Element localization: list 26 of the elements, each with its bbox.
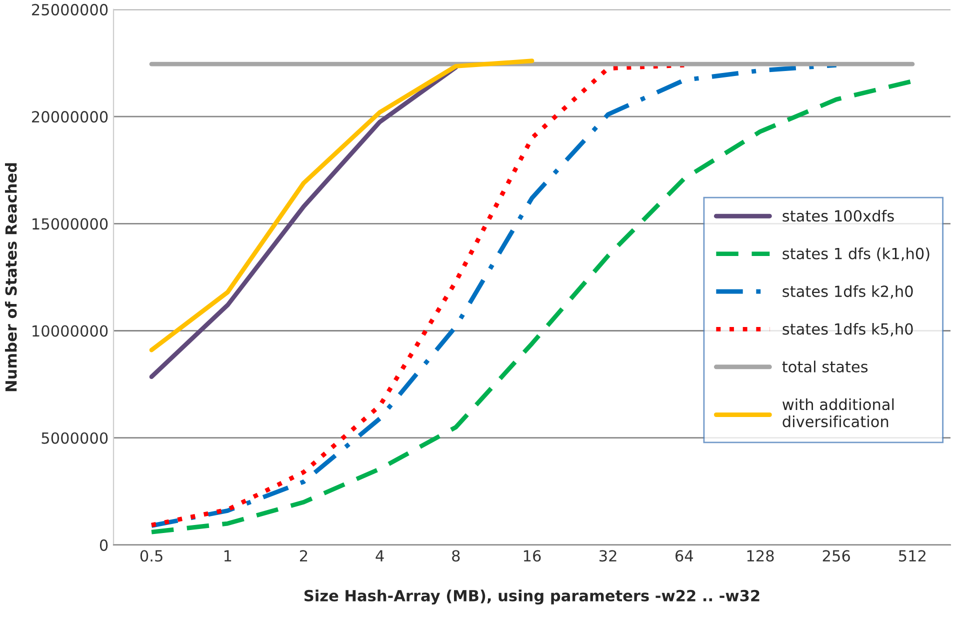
y-tick-label: 0: [100, 539, 108, 551]
x-tick-label: 1: [224, 550, 232, 562]
x-tick-label: 32: [600, 550, 616, 562]
x-tick-label: 64: [676, 550, 694, 562]
legend-label: states 1dfs k2,h0: [782, 285, 913, 299]
y-tick-label: 15000000: [32, 218, 108, 230]
y-tick-label: 5000000: [42, 432, 108, 444]
legend-label: with additional diversification: [782, 398, 894, 428]
legend-label: states 1 dfs (k1,h0): [782, 248, 930, 262]
x-tick-label: 512: [899, 550, 926, 562]
legend-label: total states: [782, 360, 868, 372]
x-tick-label: 8: [452, 550, 460, 562]
y-tick-label: 10000000: [32, 325, 108, 337]
x-tick-label: 0.5: [140, 550, 162, 562]
x-tick-label: 16: [524, 550, 541, 562]
line-series: [149, 58, 534, 352]
y-tick-label: 20000000: [32, 111, 108, 123]
x-tick-label: 2: [300, 550, 308, 562]
y-tick-label: 25000000: [32, 4, 108, 16]
y-axis-title: Number of States Reached: [4, 163, 17, 392]
x-tick-label: 256: [822, 550, 850, 562]
legend-label: states 1dfs k5,h0: [782, 322, 913, 336]
x-tick-label: 4: [376, 550, 384, 562]
legend-label: states 100xdfs: [782, 210, 894, 222]
x-tick-label: 128: [747, 550, 774, 562]
x-axis-title: Size Hash-Array (MB), using parameters -w22 .. -w32: [304, 590, 760, 605]
